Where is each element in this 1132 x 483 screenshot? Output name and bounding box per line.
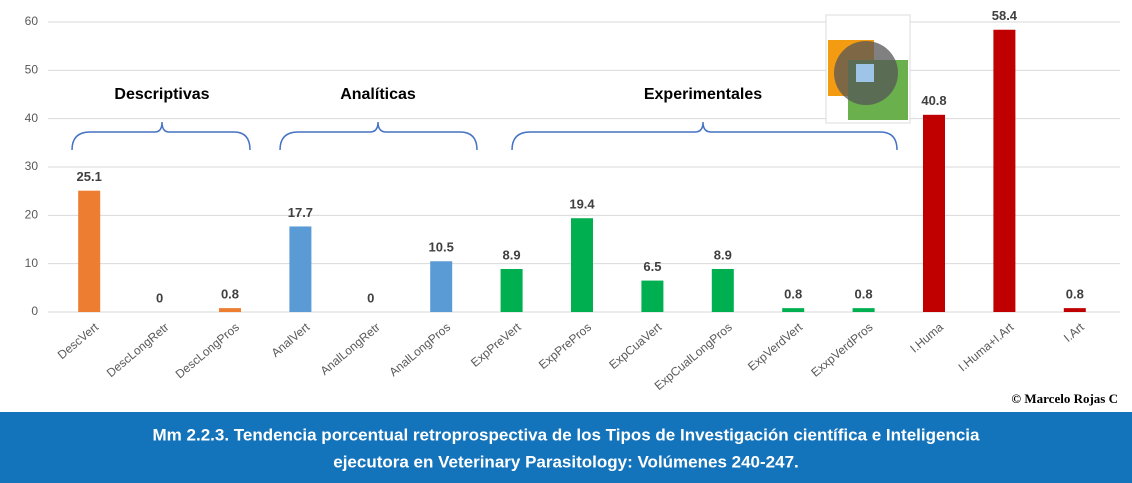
value-label: 0 (367, 290, 374, 305)
brace (511, 121, 898, 151)
bar (571, 218, 593, 312)
x-tick-label: ExpVerdVert (745, 320, 806, 374)
group-label: Descriptivas (114, 86, 209, 103)
value-label: 0.8 (855, 287, 873, 302)
value-label: 25.1 (77, 169, 102, 184)
y-tick-label: 10 (25, 256, 39, 270)
bar (993, 29, 1016, 312)
y-tick-label: 50 (25, 63, 39, 77)
value-label: 0.8 (1066, 287, 1084, 302)
value-label: 8.9 (714, 247, 732, 262)
value-label: 58.4 (992, 8, 1018, 23)
x-tick-label: I.Art (1061, 320, 1087, 345)
bar (78, 190, 101, 312)
x-tick-label: ExpPreVert (468, 320, 524, 370)
brace (71, 121, 251, 151)
value-label: 8.9 (503, 247, 521, 262)
x-tick-label: AnalLongRetr (318, 320, 383, 378)
value-label: 10.5 (429, 240, 454, 255)
bar (219, 308, 241, 312)
x-tick-label: I.Huma+I.Art (956, 320, 1017, 375)
bar (852, 308, 875, 312)
value-label: 0.8 (221, 287, 239, 302)
bar (923, 114, 945, 312)
y-tick-label: 20 (25, 208, 39, 222)
value-label: 19.4 (569, 197, 595, 212)
bar (711, 268, 734, 312)
x-tick-label: AnalVert (269, 320, 313, 360)
bar (641, 280, 664, 312)
bar (1063, 308, 1086, 312)
value-label: 6.5 (643, 259, 661, 274)
x-tick-label: I.Huma (907, 320, 946, 356)
value-label: 0.8 (784, 287, 802, 302)
y-tick-label: 30 (25, 159, 39, 173)
x-tick-label: ExpCuaVert (606, 320, 665, 372)
credit: © Marcelo Rojas C (1011, 391, 1118, 406)
x-tick-label: DescLongPros (173, 320, 242, 381)
journal-thumbnail (825, 14, 911, 124)
bar (782, 308, 805, 312)
x-tick-label: DescVert (55, 320, 102, 362)
caption-box (0, 412, 1132, 483)
brace (279, 121, 478, 151)
y-tick-label: 40 (25, 111, 39, 125)
caption: Mm 2.2.3. Tendencia porcentual retropros… (153, 425, 980, 444)
group-label: Analíticas (340, 86, 416, 103)
x-tick-label: ExpCualLongPros (652, 320, 735, 393)
x-tick-label: DescLongRetr (104, 320, 172, 380)
value-label: 40.8 (921, 93, 946, 108)
bar (500, 268, 523, 312)
value-label: 17.7 (288, 205, 313, 220)
x-tick-label: AnalLongPros (386, 320, 453, 379)
caption: ejecutora en Veterinary Parasitology: Vo… (333, 452, 799, 471)
x-tick-label: ExpPrePros (536, 320, 594, 372)
value-label: 0 (156, 290, 163, 305)
group-label: Experimentales (644, 86, 762, 103)
x-tick-label: ExxpVerdPros (808, 320, 875, 380)
bar (289, 226, 312, 312)
y-tick-label: 60 (25, 14, 39, 28)
bar (430, 261, 453, 312)
y-tick-label: 0 (31, 304, 38, 318)
